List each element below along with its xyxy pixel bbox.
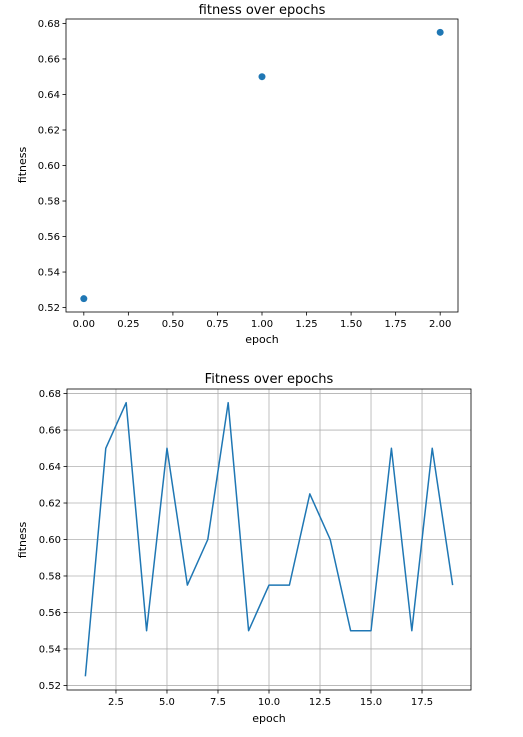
chart-2-xlabel: epoch	[252, 712, 286, 725]
chart-1: fitness over epochs 0.00 0.25 0.50 0.75 1.00…	[16, 3, 459, 346]
y-tick-label: 0.52	[38, 303, 60, 314]
y-tick-label: 0.56	[39, 608, 61, 619]
y-tick-label: 0.58	[39, 571, 61, 582]
y-tick-label: 0.62	[38, 125, 60, 136]
x-tick-label: 1.50	[340, 319, 362, 330]
x-tick-label: 0.75	[206, 319, 228, 330]
chart-2-frame	[66, 388, 472, 691]
y-tick-label: 0.66	[38, 54, 60, 65]
x-tick-label: 1.00	[251, 319, 273, 330]
chart-2-ylabel: fitness	[16, 522, 29, 559]
x-tick-label: 12.5	[309, 697, 331, 708]
x-tick-label: 17.5	[411, 697, 433, 708]
y-tick-label: 0.56	[38, 232, 60, 243]
y-tick-label: 0.64	[39, 462, 61, 473]
x-tick-label: 15.0	[360, 697, 382, 708]
chart-1-ticks: 0.00 0.25 0.50 0.75 1.00 1.25 1.50 1.75 2.00 0.52…	[38, 19, 452, 330]
x-tick-label: 1.25	[295, 319, 317, 330]
x-tick-label: 0.50	[162, 319, 184, 330]
chart-2-ticks: 2.5 5.0 7.5 10.0 12.5 15.0 17.5 0.52 0.54 0.56 0.5…	[39, 389, 433, 708]
chart-1-marks	[80, 28, 444, 303]
y-tick-label: 0.66	[39, 426, 61, 437]
x-tick-label: 5.0	[159, 697, 175, 708]
x-tick-label: 7.5	[210, 697, 226, 708]
y-tick-label: 0.68	[39, 389, 61, 400]
chart-1-ylabel: fitness	[16, 147, 29, 184]
x-tick-label: 0.25	[117, 319, 139, 330]
series-line	[84, 401, 454, 677]
chart-2-grid	[67, 389, 471, 690]
chart-1-frame	[65, 18, 459, 313]
chart-1-xlabel: epoch	[245, 333, 279, 346]
y-tick-label: 0.52	[39, 681, 61, 692]
y-tick-label: 0.68	[38, 19, 60, 30]
y-tick-label: 0.54	[38, 268, 60, 279]
x-tick-label: 2.5	[108, 697, 124, 708]
y-tick-label: 0.62	[39, 499, 61, 510]
scatter-point	[436, 28, 444, 36]
chart-2-title: Fitness over epochs	[205, 372, 334, 387]
y-tick-label: 0.60	[38, 161, 60, 172]
scatter-point	[80, 295, 88, 303]
y-tick-label: 0.64	[38, 90, 60, 101]
y-tick-label: 0.54	[39, 644, 61, 655]
chart-2-marks	[84, 401, 454, 677]
y-tick-label: 0.60	[39, 535, 61, 546]
x-tick-label: 2.00	[429, 319, 451, 330]
x-tick-label: 1.75	[385, 319, 407, 330]
chart-1-title: fitness over epochs	[199, 3, 326, 18]
x-tick-label: 10.0	[258, 697, 280, 708]
scatter-point	[258, 73, 266, 81]
chart-2: Fitness over epochs 2.5 5.0 7.5 10.0 12.5 15.…	[16, 372, 472, 725]
y-tick-label: 0.58	[38, 197, 60, 208]
x-tick-label: 0.00	[73, 319, 95, 330]
